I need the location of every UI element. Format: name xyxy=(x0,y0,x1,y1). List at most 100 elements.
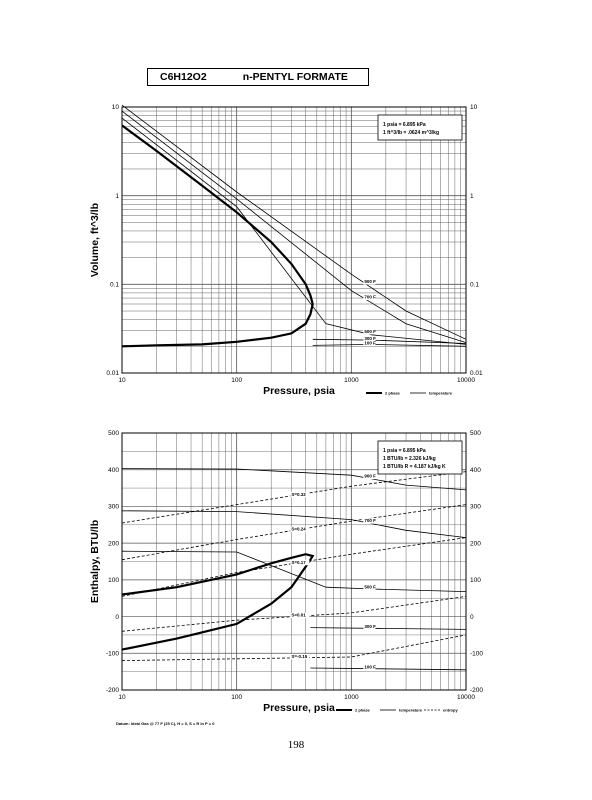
legend-label: entropy xyxy=(443,708,458,713)
y-tick-label: 100 xyxy=(108,577,119,584)
y-tick-label-right: 200 xyxy=(470,540,481,547)
y-tick-label-right: -100 xyxy=(470,650,483,657)
compound-name: n-PENTYL FORMATE xyxy=(242,71,348,83)
curve-label: 300 F xyxy=(364,624,376,629)
y-tick-label-right: 400 xyxy=(470,467,481,474)
y-tick-label-right: 100 xyxy=(470,577,481,584)
curve-label: S=0.32 xyxy=(291,492,306,497)
x-tick-label: 10 xyxy=(118,694,126,701)
plot-frame xyxy=(121,432,467,691)
enthalpy-chart: -200 -200 -100 -100 0 0 100 100 200 200 300 300 400 4… xyxy=(89,430,483,726)
y-tick-label-right: 0.1 xyxy=(470,282,479,289)
curve-label: 500 F xyxy=(364,329,376,334)
y-tick-label-right: -200 xyxy=(470,687,483,694)
curve-label: 100 F xyxy=(364,341,376,346)
curve-label-bg xyxy=(363,584,376,591)
curve-label-bg xyxy=(290,653,310,660)
conversion-note: 1 ft^3/lb = .0624 m^3/kg xyxy=(383,130,439,136)
y-tick-label: 1 xyxy=(115,193,119,200)
curve-label: S=0.17 xyxy=(291,560,306,565)
x-tick-label: 100 xyxy=(231,694,242,701)
isotherm-line xyxy=(121,110,467,343)
y-axis-label: Enthalpy, BTU/lb xyxy=(89,520,101,603)
isotherm-line xyxy=(121,104,467,340)
curve-label-bg xyxy=(363,340,376,347)
x-axis-label: Pressure, psia xyxy=(263,385,335,397)
curve-label-bg xyxy=(363,294,376,300)
y-tick-label: -100 xyxy=(106,650,119,657)
curve-label-bg xyxy=(363,329,376,335)
isotherm-line xyxy=(121,510,467,538)
curve-label: 900 F xyxy=(364,279,376,284)
x-axis-label: Pressure, psia xyxy=(263,702,335,714)
curve-label: 700 F xyxy=(364,294,376,299)
conversion-note: 1 psia = 6.895 kPa xyxy=(383,122,426,128)
conversion-note: 1 psia = 6.895 kPa xyxy=(383,448,426,454)
y-tick-label: 200 xyxy=(108,540,119,547)
two-phase-envelope xyxy=(121,553,315,651)
page-number: 198 xyxy=(287,739,305,751)
y-tick-label: 300 xyxy=(108,504,119,511)
curve-label-bg xyxy=(363,473,376,480)
curve-label-bg xyxy=(290,526,310,533)
curve-label-bg xyxy=(290,559,310,566)
x-tick-label: 10000 xyxy=(457,694,475,701)
y-tick-label-right: 10 xyxy=(470,104,478,111)
x-tick-label: 100 xyxy=(231,377,242,384)
y-tick-label-right: 300 xyxy=(470,504,481,511)
curve-label: 300 F xyxy=(364,336,376,341)
y-tick-label-right: 1 xyxy=(470,193,474,200)
y-tick-label: 500 xyxy=(108,430,119,437)
legend-label: 2 phase xyxy=(355,708,371,713)
legend-label: 2 phase xyxy=(385,391,401,396)
plot-frame xyxy=(121,106,467,374)
chart-title-box: C6H12O2 n-PENTYL FORMATE xyxy=(147,68,369,86)
x-tick-label: 10000 xyxy=(457,377,475,384)
conversion-notes-box xyxy=(377,114,463,141)
curve-label-bg xyxy=(363,664,376,671)
x-tick-label: 1000 xyxy=(344,694,359,701)
entropy-line xyxy=(121,504,467,561)
datum-footnote: Datum: Ideal Gas @ 77 F (25 C), H = 0, S… xyxy=(116,721,215,726)
y-tick-label: 400 xyxy=(108,467,119,474)
curve-label: S=-0.15 xyxy=(291,654,307,659)
x-tick-label: 10 xyxy=(118,377,126,384)
isotherm-line xyxy=(121,550,467,592)
conversion-note: 1 BTU/lb R = 4.187 kJ/kg K xyxy=(383,464,446,470)
compound-formula: C6H12O2 xyxy=(160,71,207,83)
volume-chart: 0.01 0.01 0.1 0.1 1 1 10 10 10 100 1000 10000 Pressu… xyxy=(89,104,483,397)
legend-label: temperature xyxy=(399,708,423,713)
curve-label-bg xyxy=(363,336,376,342)
curve-label-bg xyxy=(363,624,376,630)
y-tick-label-right: 0.01 xyxy=(470,370,483,377)
isotherm-line xyxy=(312,343,467,347)
y-tick-label: 0.01 xyxy=(106,370,119,377)
y-tick-label-right: 0 xyxy=(470,614,474,621)
curve-label: 100 F xyxy=(364,665,376,670)
y-axis-label: Volume, ft^3/lb xyxy=(89,203,101,277)
y-tick-label: 0.1 xyxy=(110,282,119,289)
curve-label-bg xyxy=(290,612,310,619)
curve-label: S=0.24 xyxy=(291,527,306,532)
curve-label-bg xyxy=(363,518,376,524)
entropy-line xyxy=(121,471,467,524)
curve-label: S=0.01 xyxy=(291,613,306,618)
curve-label-bg xyxy=(290,491,310,498)
legend-label: temperature xyxy=(429,391,453,396)
x-tick-label: 1000 xyxy=(344,377,359,384)
y-tick-label-right: 500 xyxy=(470,430,481,437)
curve-label: 900 F xyxy=(364,474,376,479)
two-phase-envelope xyxy=(121,124,314,348)
curve-label: 700 F xyxy=(364,518,376,523)
conversion-notes-box xyxy=(377,440,463,475)
isotherm-line xyxy=(121,117,467,345)
y-tick-label: 10 xyxy=(112,104,120,111)
isotherm-line xyxy=(312,338,467,344)
y-tick-label: 0 xyxy=(115,614,119,621)
y-tick-label: -200 xyxy=(106,687,119,694)
curve-label: 500 F xyxy=(364,585,376,590)
curve-label-bg xyxy=(363,279,376,285)
isotherm-line xyxy=(121,468,467,491)
conversion-note: 1 BTU/lb = 2.326 kJ/kg xyxy=(383,456,436,462)
